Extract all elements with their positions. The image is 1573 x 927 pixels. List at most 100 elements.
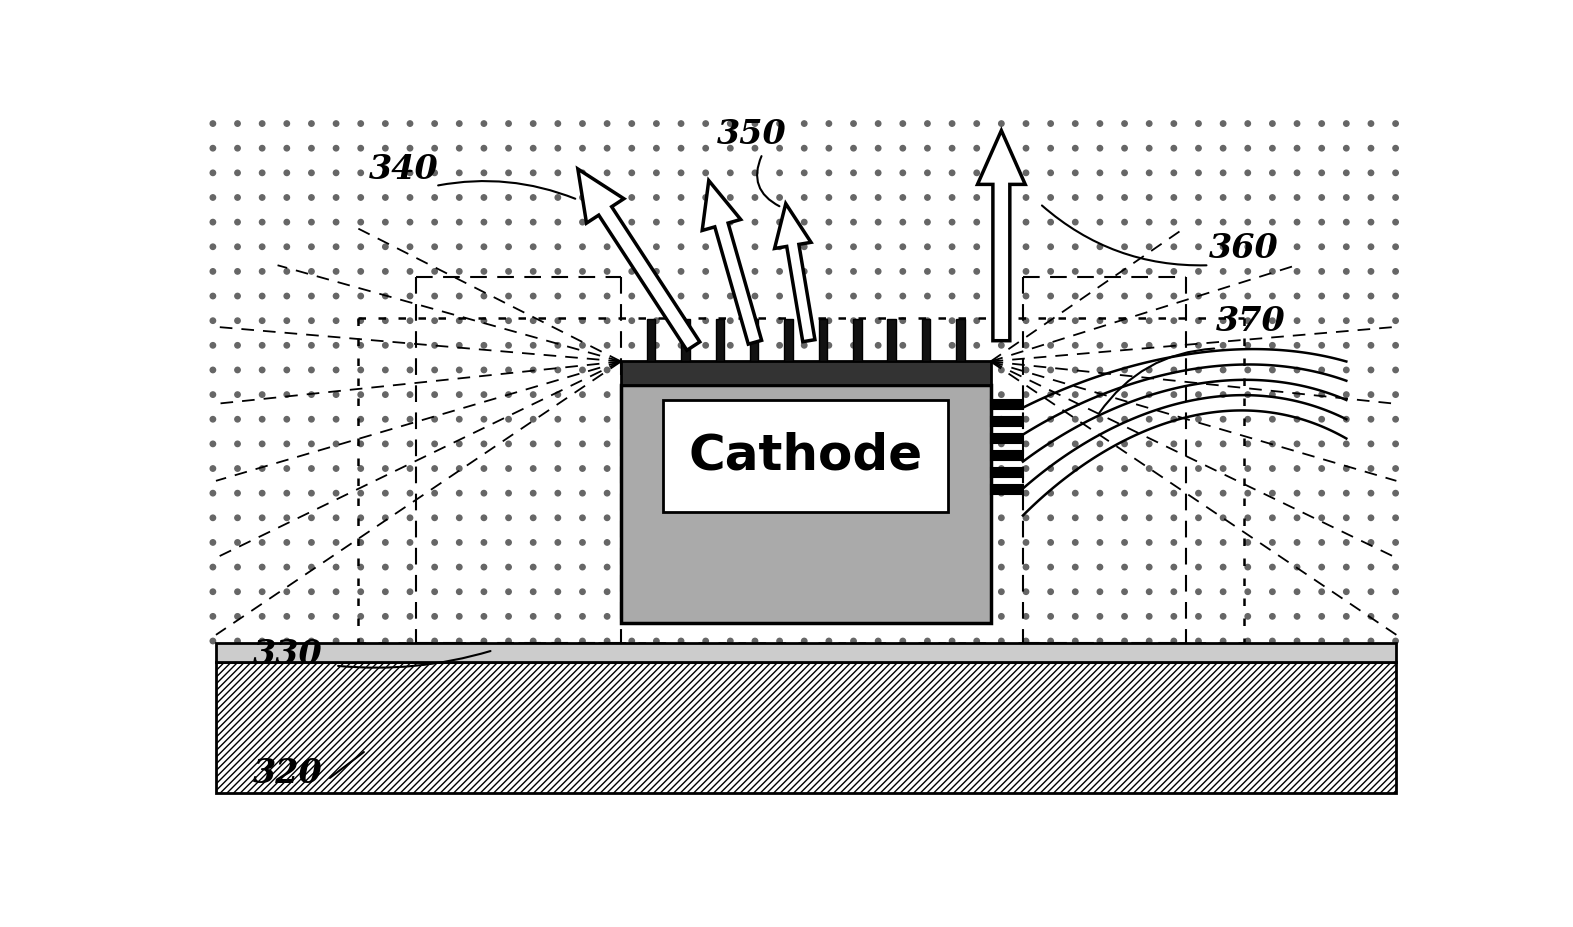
Circle shape — [1246, 293, 1251, 298]
Circle shape — [851, 220, 856, 225]
Circle shape — [1320, 441, 1324, 447]
Circle shape — [1122, 171, 1128, 175]
Circle shape — [1295, 146, 1299, 151]
Circle shape — [728, 343, 733, 348]
Circle shape — [851, 269, 856, 274]
Circle shape — [802, 171, 807, 175]
Circle shape — [802, 614, 807, 619]
Circle shape — [211, 540, 216, 545]
Circle shape — [211, 220, 216, 225]
Circle shape — [456, 171, 462, 175]
Circle shape — [382, 490, 389, 496]
Circle shape — [1246, 540, 1251, 545]
Circle shape — [234, 367, 241, 373]
Circle shape — [752, 392, 758, 398]
Circle shape — [974, 121, 980, 126]
Circle shape — [629, 244, 634, 249]
Text: 320: 320 — [253, 756, 322, 790]
Circle shape — [507, 589, 511, 594]
Circle shape — [629, 565, 634, 570]
Circle shape — [308, 466, 315, 471]
Circle shape — [1024, 121, 1029, 126]
Circle shape — [433, 343, 437, 348]
Text: 360: 360 — [1210, 232, 1279, 264]
Circle shape — [703, 195, 708, 200]
Circle shape — [925, 614, 930, 619]
Circle shape — [1320, 343, 1324, 348]
Circle shape — [1147, 121, 1151, 126]
Circle shape — [407, 343, 412, 348]
Circle shape — [1048, 244, 1054, 249]
Circle shape — [703, 293, 708, 298]
Circle shape — [382, 367, 389, 373]
Circle shape — [260, 220, 264, 225]
Circle shape — [382, 146, 389, 151]
Circle shape — [382, 416, 389, 422]
Circle shape — [678, 392, 684, 398]
Circle shape — [604, 318, 610, 324]
Circle shape — [456, 244, 462, 249]
Circle shape — [1369, 171, 1373, 175]
Circle shape — [654, 540, 659, 545]
Circle shape — [530, 121, 536, 126]
Circle shape — [359, 318, 363, 324]
Circle shape — [802, 515, 807, 520]
Circle shape — [1024, 441, 1029, 447]
Circle shape — [876, 269, 881, 274]
Circle shape — [826, 318, 832, 324]
Circle shape — [1320, 318, 1324, 324]
Circle shape — [1195, 441, 1202, 447]
Circle shape — [211, 244, 216, 249]
Circle shape — [1295, 195, 1299, 200]
Circle shape — [974, 146, 980, 151]
Circle shape — [507, 269, 511, 274]
Circle shape — [1246, 367, 1251, 373]
Circle shape — [308, 540, 315, 545]
Circle shape — [308, 614, 315, 619]
Circle shape — [456, 293, 462, 298]
Circle shape — [580, 392, 585, 398]
Circle shape — [777, 343, 782, 348]
Circle shape — [333, 540, 338, 545]
Circle shape — [752, 121, 758, 126]
Circle shape — [802, 195, 807, 200]
Circle shape — [1172, 121, 1177, 126]
Circle shape — [629, 515, 634, 520]
Circle shape — [1024, 466, 1029, 471]
Circle shape — [1394, 614, 1398, 619]
Circle shape — [1195, 392, 1202, 398]
Circle shape — [555, 490, 560, 496]
Circle shape — [876, 293, 881, 298]
Circle shape — [211, 565, 216, 570]
Circle shape — [234, 589, 241, 594]
Circle shape — [260, 171, 264, 175]
Circle shape — [1195, 614, 1202, 619]
Circle shape — [703, 146, 708, 151]
Circle shape — [1195, 639, 1202, 643]
Circle shape — [950, 466, 955, 471]
Circle shape — [999, 244, 1004, 249]
Circle shape — [1122, 293, 1128, 298]
Circle shape — [629, 416, 634, 422]
Circle shape — [481, 639, 486, 643]
Circle shape — [876, 416, 881, 422]
Circle shape — [234, 146, 241, 151]
Circle shape — [285, 565, 289, 570]
Circle shape — [507, 244, 511, 249]
Circle shape — [678, 220, 684, 225]
Circle shape — [433, 589, 437, 594]
Circle shape — [1320, 220, 1324, 225]
Circle shape — [1073, 565, 1078, 570]
Circle shape — [1147, 540, 1151, 545]
Circle shape — [654, 639, 659, 643]
Circle shape — [407, 466, 412, 471]
Circle shape — [629, 392, 634, 398]
Circle shape — [1343, 515, 1350, 520]
Circle shape — [1369, 614, 1373, 619]
Circle shape — [211, 343, 216, 348]
Circle shape — [456, 441, 462, 447]
Circle shape — [1246, 490, 1251, 496]
Circle shape — [333, 639, 338, 643]
Circle shape — [555, 565, 560, 570]
Circle shape — [359, 367, 363, 373]
